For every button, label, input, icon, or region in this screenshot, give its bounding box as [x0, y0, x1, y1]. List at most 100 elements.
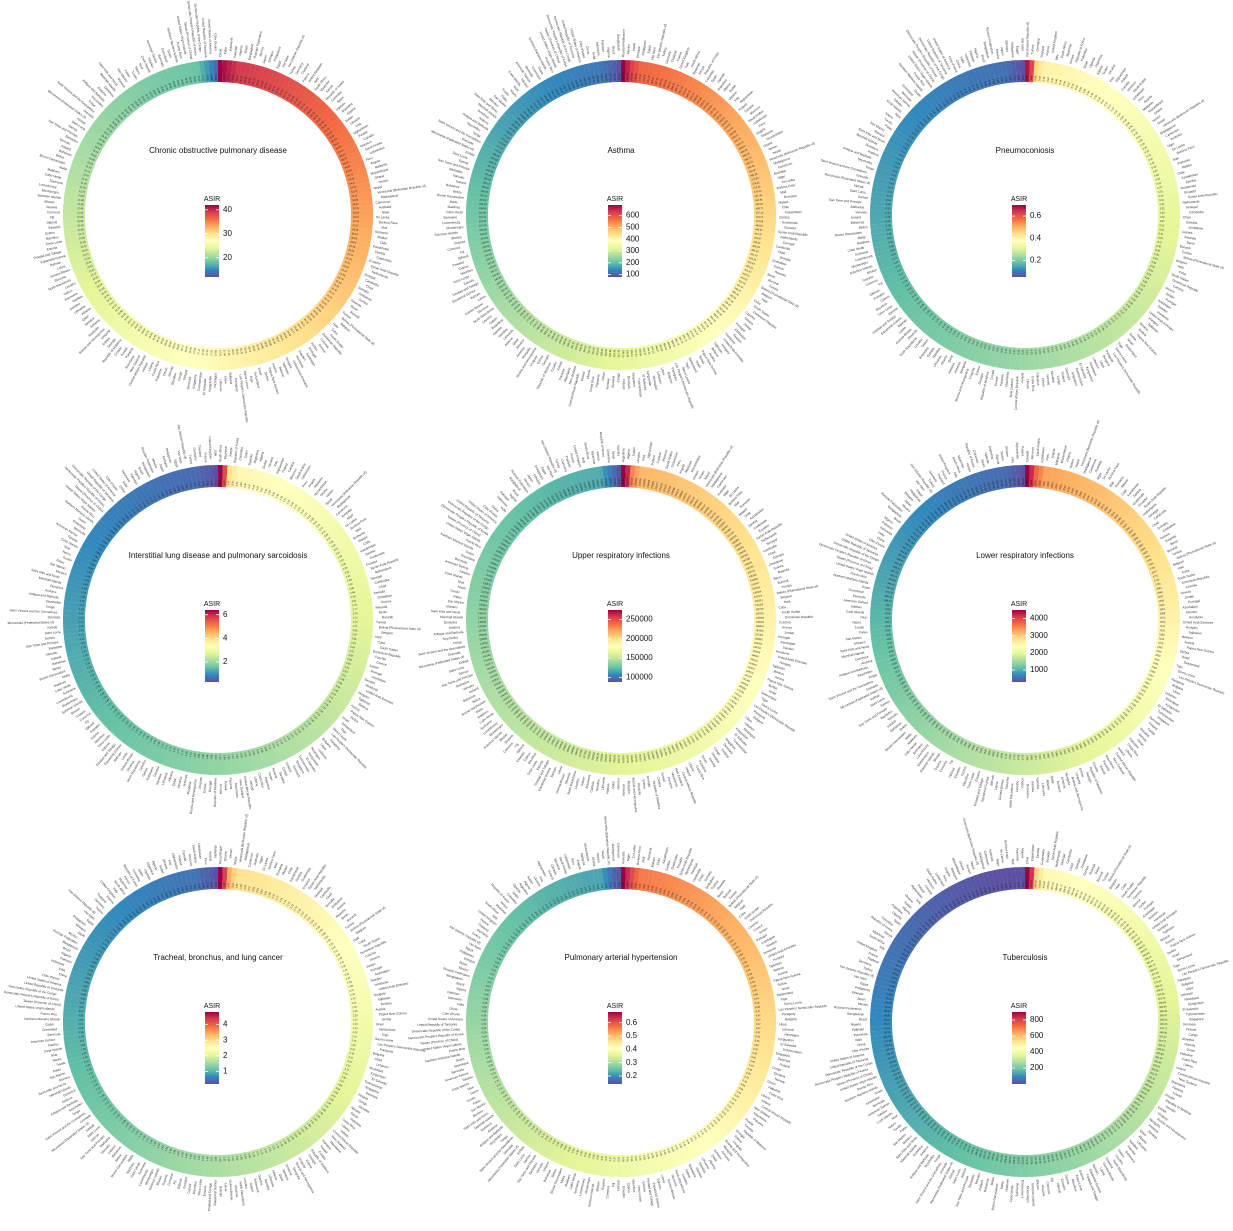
value-label: 0.38: [626, 1157, 629, 1162]
country-label: Chile: [782, 205, 790, 209]
value-label: 459.77: [756, 207, 764, 210]
country-label: Côte d'Ivoire: [442, 1012, 460, 1017]
country-label: Comoros: [605, 1185, 610, 1199]
country-label: Benin: [379, 610, 388, 614]
value-label: 0.15: [885, 220, 890, 223]
value-label: 0.32: [1160, 220, 1165, 223]
country-label: France: [203, 452, 208, 462]
country-label: Malta: [450, 200, 458, 205]
country-label: Sudan: [631, 447, 636, 457]
country-label: Nauru: [852, 620, 861, 624]
country-label: Libya: [374, 1057, 383, 1063]
country-label: Micronesia (Federated States of): [47, 89, 87, 120]
country-label: India: [591, 52, 596, 60]
value-label: 0.32: [1160, 207, 1165, 210]
country-label: Namibia: [1035, 777, 1040, 789]
country-label: Egypt: [1015, 46, 1019, 54]
country-label: Ireland: [580, 371, 586, 382]
value-label: 97000: [613, 478, 616, 485]
country-label: Iraq: [1011, 457, 1015, 463]
chart-panel: 0.68Australia0.64Niger0.61Sri Lanka0.58B…: [408, 816, 827, 1209]
country-label: Eritrea: [203, 783, 208, 793]
chart-panel: 275000Argentina262000Algeria231000Sudan2…: [418, 432, 818, 813]
country-label: India: [457, 1002, 465, 1007]
value-label: 27.95: [227, 349, 231, 356]
value-label: 210.98: [479, 211, 487, 214]
value-label: 330.19: [621, 350, 624, 358]
value-label: 22.29: [77, 216, 84, 219]
country-label: Iraq: [641, 455, 646, 461]
value-label: 162229: [621, 755, 624, 764]
country-label: Singapore: [631, 372, 636, 387]
country-label: Vanuatu: [855, 210, 867, 214]
country-label: United States of America: [428, 1017, 463, 1022]
legend-tick-label: 100000: [626, 672, 653, 681]
country-label: Indonesia: [448, 996, 462, 1002]
country-label: Paraguay: [782, 1012, 796, 1017]
country-label: Cabo Verde: [446, 210, 463, 214]
legend-title: ASIR: [1011, 196, 1027, 203]
value-label: 0.96: [78, 1018, 83, 1021]
country-label: Turkmenistan: [637, 378, 643, 398]
country-label: Venezuela (Bolivarian Republic of): [377, 184, 426, 195]
legend-colorbar: [205, 205, 219, 277]
country-label: Somalia: [1186, 220, 1198, 225]
country-label: India: [223, 47, 227, 54]
country-label: Niger: [626, 853, 630, 862]
country-label: Chad: [1183, 215, 1191, 219]
value-label: 3500: [1038, 480, 1042, 486]
value-label: 0.38: [621, 1157, 624, 1162]
country-label: Chad: [777, 250, 786, 256]
legend-colorbar: [205, 610, 219, 682]
country-label: Luxembourg: [442, 220, 460, 225]
country-label: Romania: [784, 194, 797, 199]
country-label: Fiji: [611, 1182, 615, 1187]
country-label: Tunisia: [1181, 250, 1192, 256]
country-label: Bangladesh: [616, 34, 620, 51]
country-label: Yemen: [378, 178, 389, 184]
country-label: Togo: [381, 1032, 388, 1037]
value-label: 2620: [1159, 603, 1165, 607]
country-label: Greece: [782, 625, 793, 629]
country-label: Philippines: [1010, 42, 1015, 58]
country-label: Ethiopia: [636, 46, 641, 58]
country-label: Mauritania: [234, 783, 240, 798]
chart-title: Upper respiratory infections: [572, 551, 670, 560]
country-label: Bahamas: [446, 183, 460, 189]
country-label: Monaco: [446, 604, 458, 609]
legend-tick-label: 600: [626, 211, 640, 220]
value-label: 0.47: [756, 1014, 761, 1017]
value-label: 0.15: [885, 211, 890, 214]
value-label: 1.59: [218, 1157, 221, 1162]
country-label: Iran (Islamic Republic of): [1025, 22, 1030, 57]
value-label: 0.30: [214, 480, 217, 485]
country-label: Cuba: [377, 640, 385, 645]
country-label: Switzerland: [1183, 660, 1200, 668]
value-label: 332.60: [626, 350, 629, 358]
value-label: 1.58: [214, 1156, 217, 1161]
legend-tick-label: 200000: [626, 634, 653, 643]
country-label: Fiji: [50, 215, 54, 219]
value-label: 2588: [1160, 612, 1166, 615]
country-label: Kiribati: [47, 625, 57, 629]
country-label: Bolivia (Plurinational State of): [1176, 541, 1216, 560]
legend-tick-label: 2000: [1030, 648, 1048, 657]
value-label: 1.57: [210, 1156, 213, 1161]
value-label: 1.14: [78, 612, 83, 615]
country-label: Tonga: [46, 605, 55, 610]
country-label: Brazil: [611, 46, 615, 54]
country-label: Gabon: [249, 1182, 255, 1192]
country-label: Paraguay: [234, 378, 239, 392]
country-label: United Arab Emirates: [1183, 620, 1214, 624]
country-label: Saint Lucia: [45, 630, 61, 635]
country-label: Pakistan: [233, 45, 238, 58]
value-label: 42.00: [219, 73, 222, 80]
value-label: 4.80: [219, 882, 222, 887]
country-label: Nicaragua: [213, 373, 217, 388]
legend-tick-label: 3: [223, 1035, 228, 1044]
value-label: 1051: [885, 616, 891, 619]
value-label: 5.60: [223, 480, 226, 485]
value-label: 213.14: [479, 216, 487, 219]
